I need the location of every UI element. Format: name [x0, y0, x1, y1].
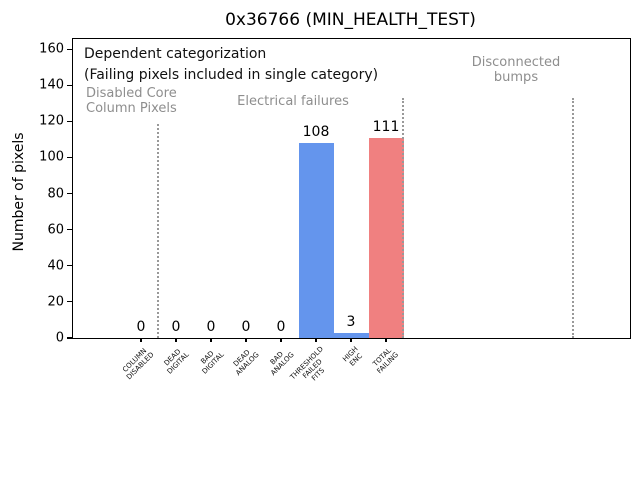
x-tick-mark [280, 338, 282, 342]
y-tick-label: 160 [39, 41, 64, 57]
y-tick-label: 120 [39, 113, 64, 129]
bar-value-label: 0 [241, 319, 251, 335]
x-tick-label: DEAD DIGITAL [162, 347, 191, 376]
x-tick-mark [210, 338, 212, 342]
y-axis-label: Number of pixels [11, 132, 27, 252]
x-tick-label: TOTAL FAILING [371, 346, 401, 376]
y-tick-mark [67, 337, 72, 339]
section-label-disconnected-bumps: Disconnected bumps [471, 55, 561, 85]
section-separator-middle [402, 98, 404, 338]
x-tick-label: COLUMN DISABLED [120, 346, 156, 382]
y-tick-mark [67, 120, 72, 122]
x-tick-mark [350, 338, 352, 342]
y-tick-label: 60 [47, 222, 64, 238]
x-tick-mark [385, 338, 387, 342]
y-tick-mark [67, 156, 72, 159]
annotation-note-line2: (Failing pixels included in single categ… [84, 67, 379, 83]
x-tick-mark [245, 338, 247, 342]
y-tick-label: 80 [47, 186, 64, 202]
x-tick-label: HIGH ENC [341, 345, 365, 368]
y-tick-label: 140 [39, 77, 64, 93]
y-tick-label: 0 [55, 330, 64, 346]
bar [368, 137, 404, 338]
x-tick-mark [175, 338, 177, 342]
chart-title: 0x36766 (MIN_HEALTH_TEST) [225, 10, 476, 30]
bar-value-label: 0 [136, 319, 146, 335]
y-tick-mark [67, 265, 72, 267]
y-tick-label: 20 [47, 294, 64, 310]
bar-value-label: 108 [302, 124, 330, 140]
x-tick-mark [315, 338, 317, 342]
x-tick-label: DEAD ANALOG [231, 348, 261, 378]
bar-value-label: 3 [346, 313, 356, 330]
bar-value-label: 0 [171, 319, 181, 335]
y-tick-label: 100 [39, 149, 64, 165]
section-label-electrical-failures: Electrical failures [237, 94, 349, 109]
section-separator-left [157, 124, 159, 338]
y-tick-mark [67, 229, 72, 231]
section-label-disabled-core: Disabled Core Column Pixels [86, 86, 177, 116]
bar [333, 332, 369, 338]
y-tick-label: 40 [47, 258, 64, 274]
bar-value-label: 111 [372, 118, 400, 135]
annotation-note-line1: Dependent categorization [84, 46, 267, 62]
section-separator-right [572, 98, 574, 338]
y-tick-mark [67, 84, 72, 86]
y-tick-mark [67, 192, 72, 195]
bar [298, 143, 334, 338]
plot-area: Dependent categorization (Failing pixels… [39, 38, 631, 383]
bar-value-label: 0 [206, 319, 216, 335]
y-tick-mark [67, 48, 72, 50]
bar-value-label: 0 [276, 319, 286, 335]
x-tick-label: BAD DIGITAL [199, 349, 226, 376]
x-tick-label: THRESHOLD FAILED FITS [288, 345, 326, 383]
y-tick-mark [67, 301, 72, 303]
x-tick-mark [140, 338, 142, 342]
